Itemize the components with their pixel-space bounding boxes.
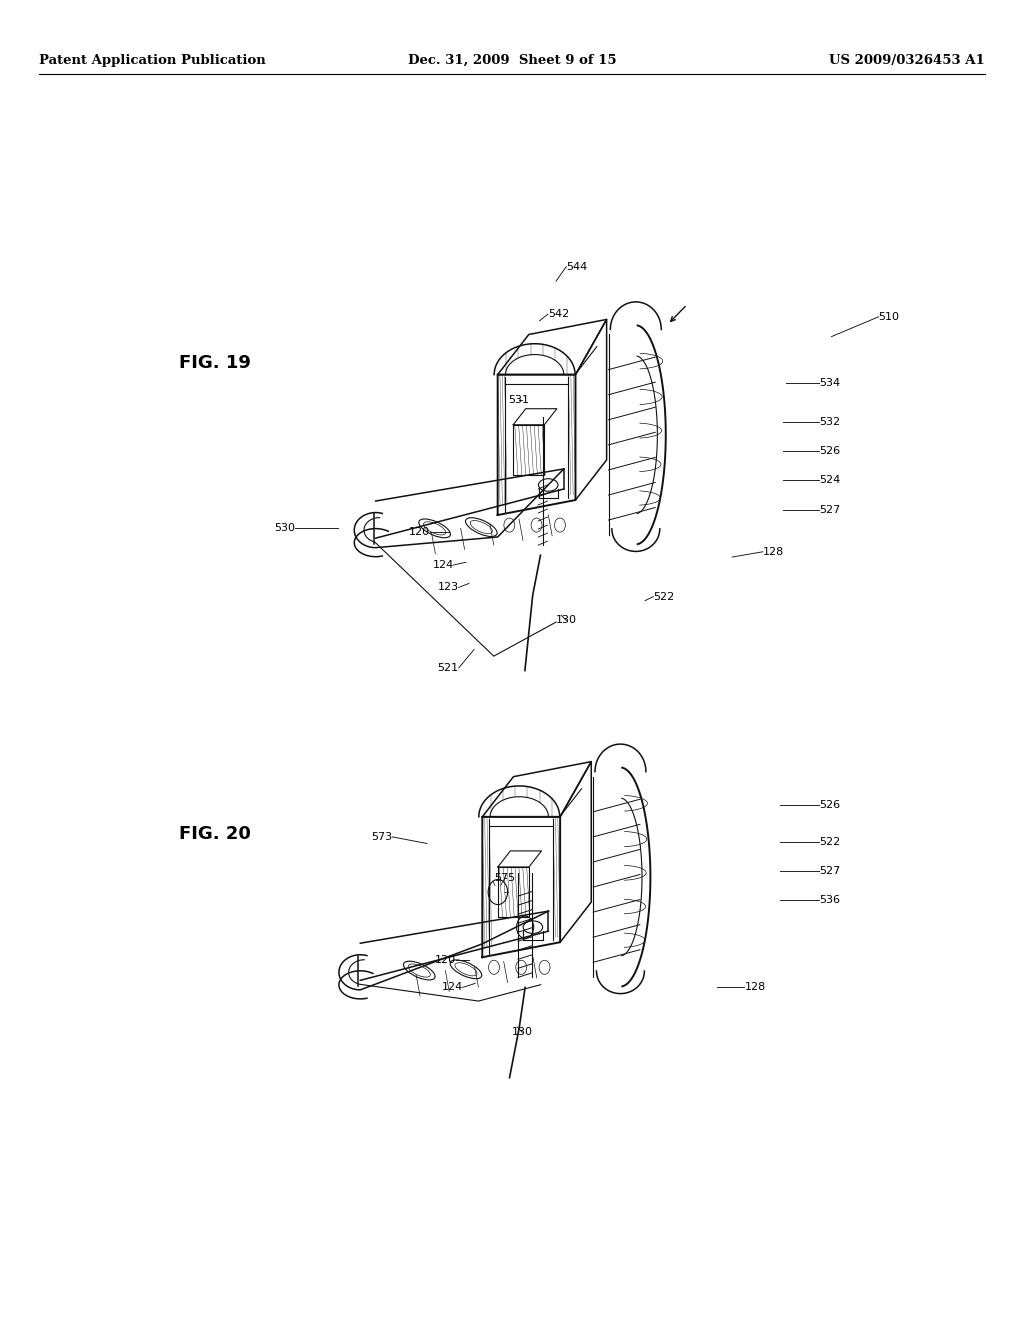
Text: 527: 527 [819, 504, 841, 515]
Text: 530: 530 [273, 523, 295, 533]
Text: 120: 120 [409, 527, 430, 537]
Text: FIG. 19: FIG. 19 [179, 354, 251, 372]
Text: 534: 534 [819, 378, 841, 388]
Text: US 2009/0326453 A1: US 2009/0326453 A1 [829, 54, 985, 67]
Text: 128: 128 [763, 546, 784, 557]
Text: 510: 510 [879, 312, 900, 322]
Text: 124: 124 [441, 982, 463, 993]
Text: 522: 522 [653, 591, 675, 602]
Text: 522: 522 [819, 837, 841, 847]
Text: 526: 526 [819, 446, 841, 457]
Text: 575: 575 [495, 873, 515, 883]
Text: 124: 124 [432, 560, 454, 570]
Text: 130: 130 [512, 1027, 532, 1038]
Text: 526: 526 [819, 800, 841, 810]
Text: FIG. 20: FIG. 20 [179, 825, 251, 843]
Text: Patent Application Publication: Patent Application Publication [39, 54, 265, 67]
Text: 524: 524 [819, 475, 841, 486]
Text: 123: 123 [437, 582, 459, 593]
Text: Dec. 31, 2009  Sheet 9 of 15: Dec. 31, 2009 Sheet 9 of 15 [408, 54, 616, 67]
Text: 120: 120 [434, 954, 456, 965]
Text: 521: 521 [437, 663, 459, 673]
Text: 544: 544 [566, 261, 588, 272]
Text: 536: 536 [819, 895, 841, 906]
Text: 573: 573 [371, 832, 392, 842]
Text: 527: 527 [819, 866, 841, 876]
Text: 130: 130 [556, 615, 577, 626]
Text: 532: 532 [819, 417, 841, 428]
Text: 542: 542 [548, 309, 569, 319]
Text: 531: 531 [509, 395, 529, 405]
Text: 128: 128 [744, 982, 766, 993]
